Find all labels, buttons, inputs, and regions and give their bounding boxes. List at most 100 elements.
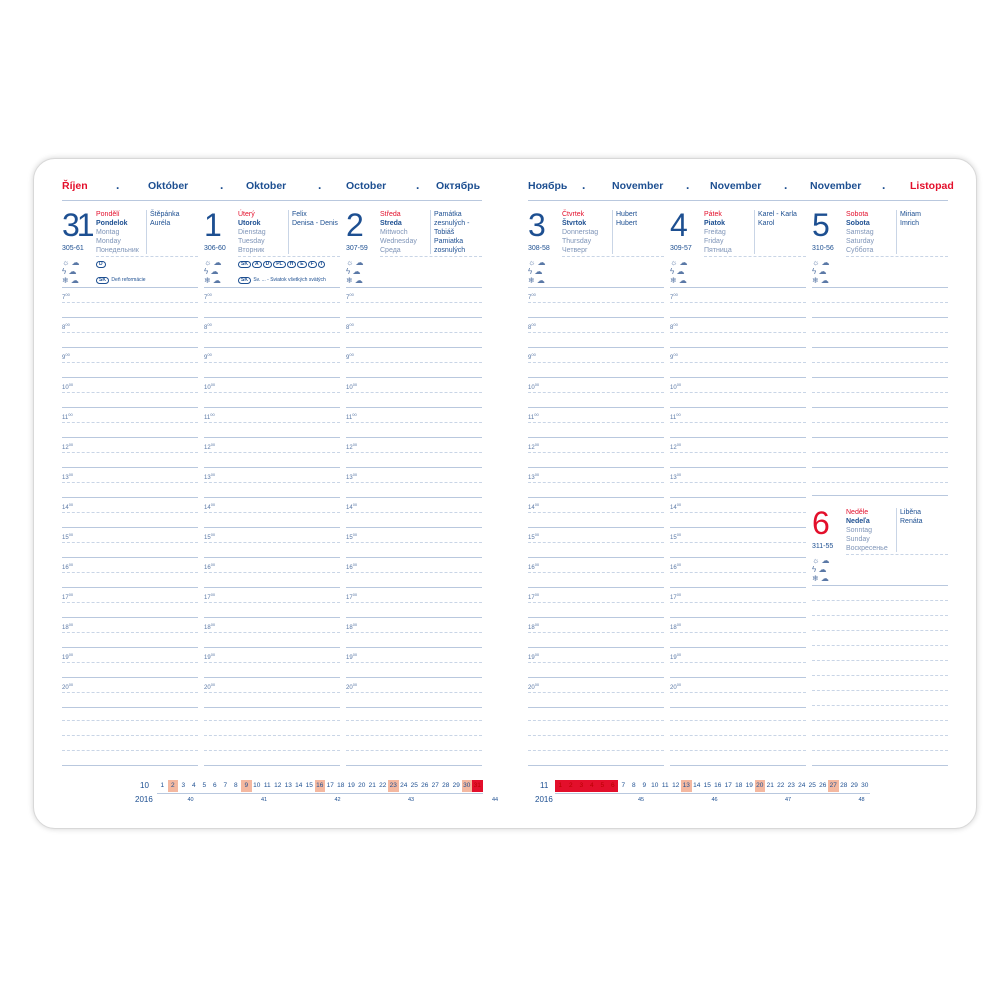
calendar-day[interactable]: 29 <box>452 782 460 789</box>
calendar-day[interactable]: 24 <box>798 782 806 789</box>
calendar-day[interactable]: 24 <box>400 782 408 789</box>
calendar-day[interactable]: 2 <box>565 780 576 792</box>
day-name: Pondělí <box>96 211 120 218</box>
rule-line <box>812 645 948 646</box>
calendar-day[interactable]: 6 <box>212 782 217 789</box>
calendar-day[interactable]: 21 <box>766 782 774 789</box>
rule-line <box>812 690 948 691</box>
calendar-day[interactable]: 26 <box>421 782 429 789</box>
calendar-day[interactable]: 23 <box>787 782 795 789</box>
calendar-day[interactable]: 4 <box>191 782 196 789</box>
calendar-day[interactable]: 29 <box>850 782 858 789</box>
calendar-day[interactable]: 15 <box>703 782 711 789</box>
name-day-entry: Imrich <box>900 220 920 227</box>
calendar-day[interactable]: 30 <box>861 782 869 789</box>
calendar-day[interactable]: 3 <box>181 782 186 789</box>
calendar-day[interactable]: 14 <box>693 782 701 789</box>
rule-line <box>812 377 948 378</box>
calendar-day[interactable]: 17 <box>326 782 334 789</box>
calendar-day[interactable]: 13 <box>284 782 292 789</box>
calendar-day[interactable]: 16 <box>714 782 722 789</box>
calendar-day[interactable]: 7 <box>223 782 228 789</box>
name-day-entry: Pamiatka zosnulých <box>434 238 466 254</box>
hour-line <box>62 347 198 348</box>
calendar-day[interactable]: 10 <box>253 782 261 789</box>
calendar-day[interactable]: 22 <box>379 782 387 789</box>
calendar-day[interactable]: 2 <box>167 780 178 792</box>
calendar-day[interactable]: 3 <box>576 780 587 792</box>
calendar-day[interactable]: 19 <box>745 782 753 789</box>
calendar-day[interactable]: 11 <box>661 782 669 789</box>
calendar-day[interactable]: 15 <box>305 782 313 789</box>
month-header: Ноябрь <box>528 180 568 192</box>
day-block-rule <box>528 287 664 288</box>
notes-line <box>346 750 482 751</box>
calendar-day[interactable]: 17 <box>724 782 732 789</box>
hour-label: 1400 <box>62 502 74 511</box>
hour-label: 1900 <box>670 652 682 661</box>
calendar-day[interactable]: 20 <box>754 780 765 792</box>
day-name: Pondelok <box>96 220 128 227</box>
hour-line <box>670 557 806 558</box>
calendar-day[interactable]: 9 <box>642 782 647 789</box>
calendar-day[interactable]: 8 <box>233 782 238 789</box>
calendar-day[interactable]: 19 <box>347 782 355 789</box>
calendar-day[interactable]: 16 <box>314 780 325 792</box>
calendar-day[interactable]: 27 <box>431 782 439 789</box>
hour-line <box>204 587 340 588</box>
calendar-day[interactable]: 8 <box>631 782 636 789</box>
half-hour-line <box>528 692 664 693</box>
calendar-day[interactable]: 22 <box>777 782 785 789</box>
rule-line <box>812 600 948 601</box>
calendar-day[interactable]: 11 <box>263 782 271 789</box>
half-hour-line <box>528 362 664 363</box>
day-name: Pátek <box>704 211 722 218</box>
calendar-day[interactable]: 27 <box>828 780 839 792</box>
country-badge: PL <box>273 261 286 268</box>
calendar-day[interactable]: 20 <box>358 782 366 789</box>
day-names: Středa Streda Mittwoch Wednesday Среда <box>380 210 417 255</box>
calendar-day[interactable]: 18 <box>735 782 743 789</box>
half-hour-line <box>204 392 340 393</box>
calendar-day[interactable]: 23 <box>388 780 399 792</box>
hour-label: 800 <box>670 322 678 331</box>
calendar-day[interactable]: 5 <box>202 782 207 789</box>
weather-icon: ☼ ☁ <box>204 258 222 267</box>
calendar-day[interactable]: 28 <box>442 782 450 789</box>
hour-label: 2000 <box>670 682 682 691</box>
calendar-day[interactable]: 5 <box>597 780 608 792</box>
weather-icon: ϟ ☁ <box>670 267 685 276</box>
hour-line <box>528 647 664 648</box>
day-name: Mittwoch <box>380 229 408 236</box>
hour-line <box>346 347 482 348</box>
calendar-day[interactable]: 31 <box>472 780 483 792</box>
calendar-day[interactable]: 21 <box>368 782 376 789</box>
calendar-day[interactable]: 13 <box>681 780 692 792</box>
name-day-entry: Hubert <box>616 220 638 227</box>
day-name: Donnerstag <box>562 229 599 236</box>
hour-line <box>62 707 198 708</box>
country-badge: H <box>286 261 297 268</box>
hour-label: 1800 <box>670 622 682 631</box>
calendar-day[interactable]: 12 <box>274 782 282 789</box>
calendar-day[interactable]: 18 <box>337 782 345 789</box>
calendar-day[interactable]: 28 <box>840 782 848 789</box>
calendar-day[interactable]: 6 <box>607 780 618 792</box>
half-hour-line <box>62 482 198 483</box>
calendar-day[interactable]: 30 <box>461 780 472 792</box>
calendar-day[interactable]: 12 <box>672 782 680 789</box>
calendar-day[interactable]: 10 <box>651 782 659 789</box>
hour-line <box>62 497 198 498</box>
calendar-day[interactable]: 25 <box>808 782 816 789</box>
hour-label: 1600 <box>62 562 74 571</box>
calendar-day[interactable]: 4 <box>586 780 597 792</box>
calendar-day[interactable]: 26 <box>819 782 827 789</box>
calendar-day[interactable]: 7 <box>621 782 626 789</box>
diary-spread <box>33 158 977 829</box>
calendar-day[interactable]: 1 <box>555 780 566 792</box>
calendar-day[interactable]: 9 <box>241 780 252 792</box>
calendar-day[interactable]: 1 <box>160 782 165 789</box>
calendar-day[interactable]: 25 <box>410 782 418 789</box>
calendar-day[interactable]: 14 <box>295 782 303 789</box>
half-hour-line <box>528 452 664 453</box>
